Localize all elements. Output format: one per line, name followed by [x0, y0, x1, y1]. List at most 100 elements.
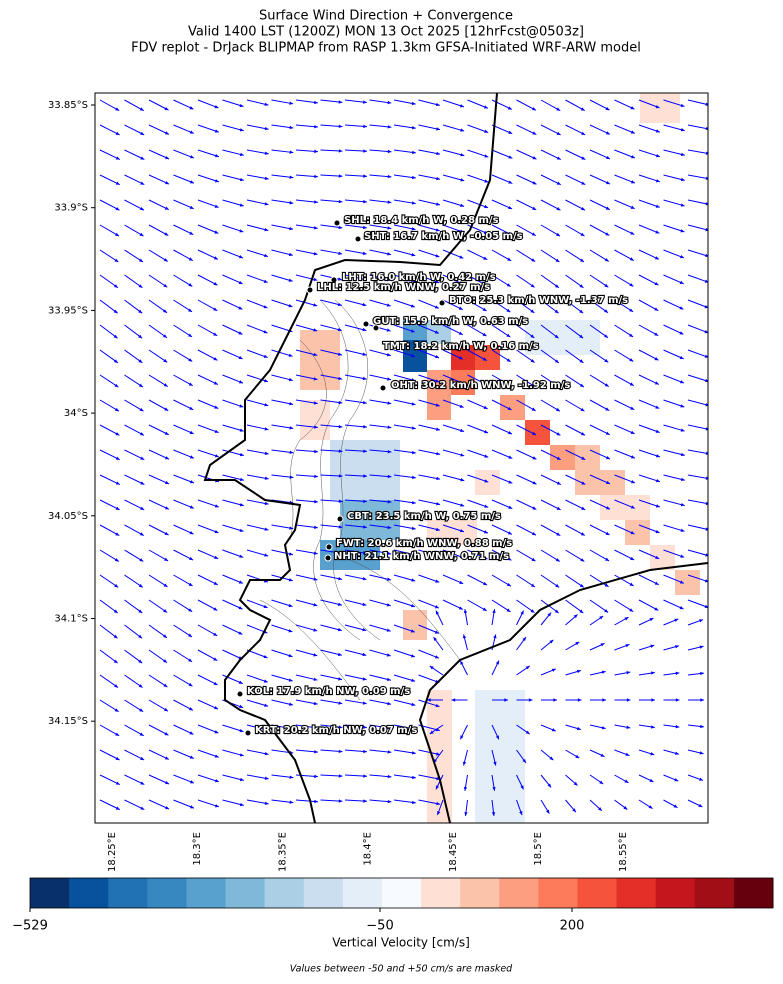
wind-arrow-shaft [295, 674, 318, 681]
wind-arrow-shaft [148, 249, 169, 262]
wind-arrow-shaft [197, 699, 219, 710]
wind-arrow-shaft [589, 199, 611, 211]
wind-arrow-head [581, 506, 586, 510]
wind-arrow-shaft [320, 374, 343, 380]
wind-arrow-head [115, 732, 120, 736]
wind-arrow-head [606, 480, 611, 485]
wind-arrow-head [314, 449, 318, 454]
wind-arrow-head [138, 359, 143, 363]
wind-arrow-head [164, 131, 169, 135]
cell [340, 500, 400, 540]
wind-arrow-shaft [516, 474, 537, 485]
wind-arrow-shaft [148, 174, 170, 185]
wind-arrow-shaft [589, 324, 609, 339]
wind-arrow-head [264, 801, 269, 805]
wind-arrow-head [165, 480, 170, 485]
wind-arrow-head [507, 231, 512, 235]
wind-arrow-head [429, 666, 434, 670]
wind-arrow-head [114, 558, 119, 562]
wind-arrow-head [113, 334, 118, 339]
wind-arrow-shaft [638, 349, 659, 361]
wind-arrow-shaft [442, 199, 465, 207]
wind-arrow-head [165, 155, 170, 160]
wind-arrow-head [629, 283, 634, 287]
wind-arrow-head [554, 334, 559, 339]
wind-arrow-head [605, 407, 610, 411]
wind-arrow-head [214, 504, 219, 508]
wind-arrow-shaft [124, 299, 143, 314]
wind-arrow-shaft [271, 599, 293, 607]
wind-arrow-shaft [467, 299, 487, 312]
wind-arrow-shaft [344, 524, 367, 528]
wind-arrow-head [601, 726, 606, 730]
wind-arrow-shaft [344, 224, 367, 229]
colorbar-tick-label: −529 [12, 919, 48, 934]
wind-arrow-head [458, 356, 463, 360]
wind-arrow-shaft [148, 124, 170, 135]
wind-arrow-shaft [222, 124, 244, 132]
wind-arrow-head [492, 786, 496, 791]
wind-arrow-head [679, 380, 684, 384]
wind-arrow-shaft [148, 324, 168, 339]
wind-arrow-head [189, 780, 194, 784]
wind-arrow-head [581, 181, 586, 185]
wind-arrow-shaft [467, 424, 489, 434]
wind-arrow-head [507, 557, 512, 561]
wind-arrow-shaft [197, 749, 219, 758]
wind-arrow-head [164, 557, 169, 561]
wind-arrow-head [436, 151, 441, 156]
wind-arrow-shaft [369, 499, 392, 503]
wind-arrow-head [386, 303, 391, 307]
wind-arrow-head [700, 671, 704, 676]
wind-arrow-shaft [222, 349, 243, 360]
wind-arrow-head [680, 528, 685, 532]
wind-arrow-head [138, 684, 143, 688]
wind-arrow-head [163, 659, 168, 663]
wind-arrow-head [435, 102, 440, 107]
wind-arrow-head [484, 479, 489, 483]
wind-arrow-shaft [418, 474, 441, 480]
wind-arrow-head [213, 607, 218, 611]
colorbar-tick-label: −50 [366, 919, 393, 934]
wind-arrow-head [507, 257, 512, 261]
wind-arrow-head [313, 701, 318, 706]
wind-arrow-head [679, 280, 684, 284]
wind-arrow-shaft [516, 174, 537, 185]
wind-arrow-shaft [222, 749, 244, 757]
wind-arrow-head [576, 669, 581, 674]
wind-arrow-shaft [442, 524, 465, 533]
wind-arrow-head [522, 758, 526, 763]
lat-tick-label: 33.9°S [54, 203, 88, 214]
wind-arrow-shaft [99, 424, 120, 436]
wind-arrow-head [654, 332, 659, 336]
wind-arrow-head [239, 753, 244, 757]
wind-arrow-shaft [442, 324, 463, 336]
note: Values between -50 and +50 cm/s are mask… [290, 964, 513, 975]
wind-arrow-head [436, 476, 441, 481]
wind-arrow-head [434, 655, 439, 659]
wind-arrow-shaft [148, 349, 168, 363]
wind-arrow-shaft [687, 449, 708, 455]
wind-arrow-head [556, 156, 561, 160]
wind-arrow-shaft [442, 549, 464, 559]
wind-arrow-shaft [173, 424, 194, 435]
wind-arrow-head [188, 257, 193, 261]
wind-arrow-shaft [638, 224, 660, 234]
wind-arrow-head [214, 105, 219, 109]
wind-arrow-shaft [320, 174, 343, 177]
colorbar-segment [225, 878, 266, 908]
wind-arrow-shaft [442, 374, 464, 384]
wind-arrow-head [525, 665, 530, 670]
wind-arrow-shaft [663, 174, 685, 181]
wind-arrow-shaft [222, 224, 244, 233]
wind-arrow-shaft [565, 599, 584, 614]
wind-arrow-shaft [197, 199, 219, 208]
wind-arrow-head [363, 174, 367, 178]
wind-arrow-shaft [467, 174, 489, 183]
wind-arrow-shaft [124, 649, 143, 664]
wind-arrow-head [604, 583, 609, 587]
wind-arrow-head [189, 505, 194, 509]
wind-arrow-head [556, 107, 561, 111]
wind-arrow-shaft [663, 149, 685, 156]
wind-arrow-head [680, 152, 685, 157]
